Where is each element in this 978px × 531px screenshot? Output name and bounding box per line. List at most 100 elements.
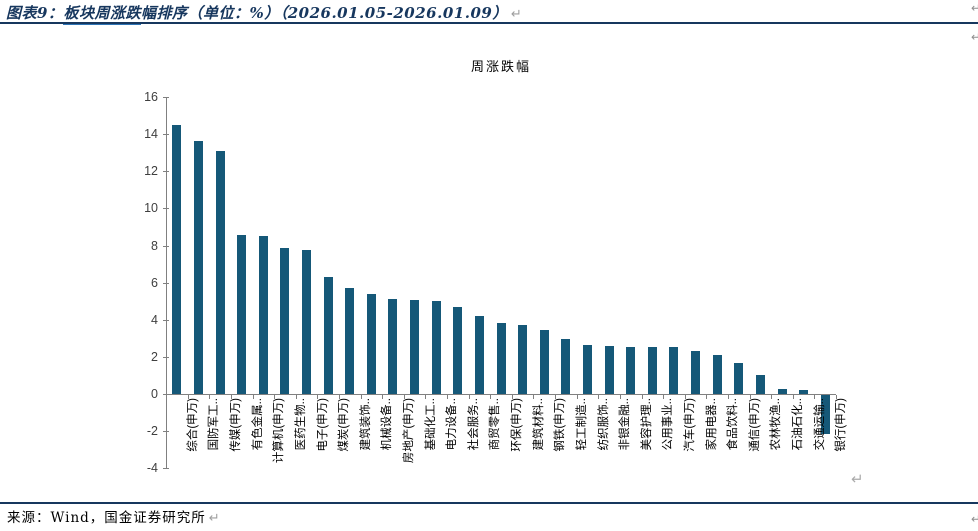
bar [474, 316, 484, 394]
x-axis-label: 汽车(申万) [683, 398, 696, 452]
bar [539, 330, 549, 394]
source-note: 来源：Wind，国金证券研究所 ↵ [7, 506, 221, 526]
x-axis-tick [836, 395, 837, 399]
x-axis-tick [555, 395, 556, 399]
x-axis-tick [706, 395, 708, 399]
bar [777, 389, 787, 394]
top-divider-line [0, 22, 978, 24]
x-axis-tick [749, 395, 751, 399]
bar [172, 124, 182, 394]
y-axis-tick [163, 282, 169, 284]
figure-caption-underlined-text[interactable]: 板块周涨跌 [63, 4, 141, 25]
y-axis-tick-label: 16 [144, 90, 158, 105]
x-axis-label: 国防军工.. [208, 398, 221, 451]
x-axis-line [166, 394, 836, 395]
bar [799, 390, 809, 394]
bar [647, 346, 657, 394]
y-axis-tick-label: 14 [144, 127, 158, 142]
return-mark-icon: ↵ [851, 471, 864, 488]
figure-caption: 图表9：板块周涨跌幅排序（单位：%）（2026.01.05-2026.01.09… [6, 2, 522, 25]
x-axis-label: 通信(申万) [748, 398, 761, 452]
x-axis-label: 食品饮料.. [727, 398, 740, 451]
x-axis-tick [209, 395, 211, 399]
y-axis-tick-label: -4 [146, 461, 158, 476]
y-axis-tick-label: 0 [151, 387, 158, 401]
x-axis-tick [274, 395, 276, 399]
bar [345, 288, 355, 394]
y-axis-tick [163, 245, 169, 247]
bar [626, 346, 636, 394]
x-axis-label: 纺织服饰.. [597, 398, 610, 451]
x-axis-label: 基础化工.. [424, 398, 437, 451]
figure-caption-prefix: 图表9： [6, 4, 64, 22]
x-axis-tick [598, 395, 600, 399]
x-axis-label: 公用事业.. [662, 398, 675, 451]
bar [496, 322, 506, 394]
x-axis-label: 建筑材料.. [532, 398, 545, 451]
x-axis-tick [166, 395, 167, 399]
y-axis-tick [163, 394, 169, 395]
x-axis-label: 家用电器.. [705, 398, 718, 451]
x-axis-tick [511, 395, 513, 399]
figure-caption-suffix: 幅排序（单位：%）（2026.01.05-2026.01.09） [140, 4, 508, 22]
bar [193, 140, 203, 394]
x-axis-tick [641, 395, 643, 399]
y-axis-tick [163, 208, 169, 210]
x-axis-label: 商贸零售.. [489, 398, 502, 451]
bar [820, 395, 830, 434]
x-axis-label: 石油石化.. [792, 398, 804, 451]
x-axis-label: 有色金属.. [251, 398, 264, 451]
bar [302, 250, 311, 394]
x-axis-tick [663, 395, 665, 399]
x-axis-label: 煤炭(申万) [338, 398, 351, 452]
y-axis-tick-label: 2 [151, 349, 158, 364]
x-axis-tick [771, 395, 773, 399]
y-axis-tick-label: 4 [151, 312, 158, 327]
x-axis-tick [727, 395, 729, 399]
x-axis-label: 交通运输.. [813, 398, 826, 451]
x-axis-tick [338, 395, 340, 399]
source-text: 来源：Wind，国金证券研究所 [7, 510, 206, 526]
x-axis-label: 美容护理.. [640, 398, 653, 451]
bar [755, 375, 765, 394]
return-mark-icon: ↵ [971, 30, 978, 44]
x-axis-label: 计算机(申万) [273, 398, 286, 464]
y-axis-tick-label: 8 [151, 238, 158, 253]
x-axis-tick [425, 395, 427, 399]
bar [280, 248, 290, 394]
bar [388, 299, 398, 394]
bar [561, 339, 571, 394]
x-axis-tick [230, 395, 232, 399]
x-axis-label: 轻工制造.. [575, 398, 588, 451]
x-axis-label: 电子(申万) [316, 398, 329, 452]
x-axis-tick [468, 395, 470, 399]
bar [734, 363, 744, 394]
bottom-divider-line [0, 502, 978, 504]
x-axis-label: 传媒(申万) [230, 398, 242, 452]
y-axis-tick [163, 171, 169, 173]
y-axis-tick-label: -2 [146, 424, 158, 439]
x-axis-label: 电力设备.. [446, 398, 459, 451]
x-axis-tick [447, 395, 448, 399]
bar [258, 236, 268, 394]
y-axis-tick [163, 431, 169, 433]
bar [691, 351, 700, 394]
x-axis-tick [187, 395, 189, 399]
x-axis-tick [360, 395, 362, 399]
chart-title: 周涨跌幅 [470, 59, 531, 74]
bar [712, 355, 722, 394]
x-axis-label: 房地产(申万) [402, 398, 415, 464]
x-axis-label: 建筑装饰.. [359, 398, 372, 451]
x-axis-tick [403, 395, 405, 399]
bar [431, 301, 441, 394]
x-axis-tick [814, 395, 816, 399]
y-axis-tick [163, 319, 169, 321]
bar [453, 306, 463, 394]
x-axis-tick [295, 395, 297, 399]
return-mark-icon: ↵ [971, 1, 978, 15]
x-axis-tick [317, 395, 319, 399]
x-axis-tick [684, 395, 686, 399]
bar [323, 277, 333, 394]
bar [410, 300, 419, 394]
